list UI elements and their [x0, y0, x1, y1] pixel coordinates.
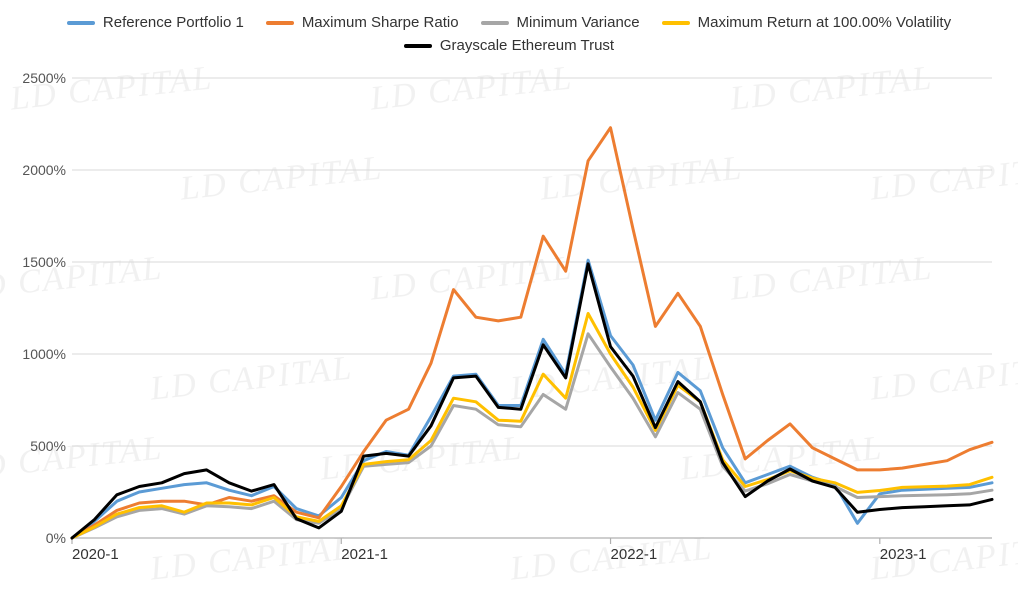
- plot-area: [72, 78, 992, 538]
- x-tick-label: 2023-1: [880, 546, 927, 563]
- series-line-sharpe: [72, 128, 992, 538]
- y-tick-label: 0%: [6, 530, 66, 546]
- chart-legend: Reference Portfolio 1 Maximum Sharpe Rati…: [0, 14, 1018, 54]
- series-line-maxret: [72, 314, 992, 539]
- legend-label: Minimum Variance: [517, 14, 640, 31]
- x-tick-label: 2022-1: [611, 546, 658, 563]
- legend-swatch: [662, 21, 690, 25]
- legend-swatch: [67, 21, 95, 25]
- line-chart: LD CAPITALLD CAPITALLD CAPITALLD CAPITAL…: [0, 0, 1018, 598]
- legend-swatch: [481, 21, 509, 25]
- legend-item-grayscale: Grayscale Ethereum Trust: [404, 37, 614, 54]
- legend-label: Maximum Return at 100.00% Volatility: [698, 14, 951, 31]
- x-tick-label: 2020-1: [72, 546, 119, 563]
- x-tick-label: 2021-1: [341, 546, 388, 563]
- y-tick-label: 1000%: [6, 346, 66, 362]
- legend-item-maxret: Maximum Return at 100.00% Volatility: [662, 14, 951, 31]
- legend-item-ref1: Reference Portfolio 1: [67, 14, 244, 31]
- legend-swatch: [404, 44, 432, 48]
- legend-item-sharpe: Maximum Sharpe Ratio: [266, 14, 459, 31]
- legend-label: Reference Portfolio 1: [103, 14, 244, 31]
- plot-svg: [72, 78, 992, 538]
- legend-label: Grayscale Ethereum Trust: [440, 37, 614, 54]
- y-tick-label: 2500%: [6, 70, 66, 86]
- legend-item-minvar: Minimum Variance: [481, 14, 640, 31]
- legend-swatch: [266, 21, 294, 25]
- legend-label: Maximum Sharpe Ratio: [302, 14, 459, 31]
- y-tick-label: 1500%: [6, 254, 66, 270]
- y-tick-label: 2000%: [6, 162, 66, 178]
- y-tick-label: 500%: [6, 438, 66, 454]
